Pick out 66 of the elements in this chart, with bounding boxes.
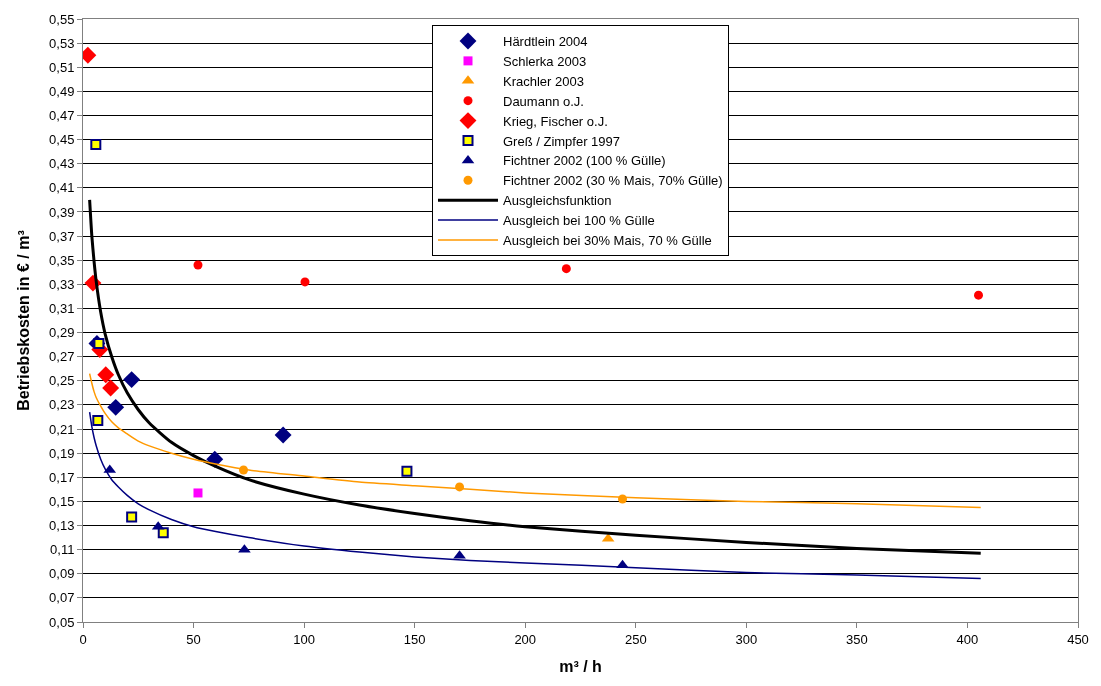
y-tick-label: 0,33 xyxy=(49,276,75,292)
legend-label: Ausgleich bei 100 % Gülle xyxy=(503,213,655,229)
x-tick-label: 100 xyxy=(293,631,315,647)
line-series xyxy=(88,411,982,580)
y-tick-label: 0,19 xyxy=(49,445,75,461)
legend-label: Krieg, Fischer o.J. xyxy=(503,113,608,129)
point xyxy=(561,264,571,274)
point xyxy=(97,366,115,384)
y-tick-label: 0,23 xyxy=(49,397,75,413)
legend-label: Ausgleichsfunktion xyxy=(503,193,612,209)
y-tick-label: 0,11 xyxy=(50,542,75,558)
legend-label: Härdtlein 2004 xyxy=(503,34,588,50)
y-tick-label: 0,21 xyxy=(49,421,75,437)
point xyxy=(193,488,203,498)
y-tick-label: 0,45 xyxy=(49,132,75,148)
point xyxy=(126,511,138,523)
y-tick-label: 0,17 xyxy=(49,469,75,485)
x-tick-label: 250 xyxy=(624,631,647,647)
y-tick-label: 0,07 xyxy=(49,590,75,606)
point xyxy=(92,415,104,427)
point xyxy=(300,277,310,287)
y-tick-label: 0,15 xyxy=(49,493,75,509)
legend-label: Fichtner 2002 (100 % Gülle) xyxy=(503,153,666,169)
legend-label: Fichtner 2002 (30 % Mais, 70% Gülle) xyxy=(503,173,723,189)
y-tick-label: 0,31 xyxy=(49,300,75,316)
legend-label: Krachler 2003 xyxy=(503,73,584,89)
legend-label: Greß / Zimpfer 1997 xyxy=(503,133,621,149)
y-axis-title: Betriebskosten in € / m³ xyxy=(14,230,32,411)
y-tick-label: 0,27 xyxy=(49,349,75,365)
legend-label: Schlerka 2003 xyxy=(503,53,587,69)
y-tick-label: 0,13 xyxy=(49,518,75,534)
y-tick-label: 0,29 xyxy=(49,325,75,341)
y-tick-label: 0,35 xyxy=(49,252,75,268)
x-tick-label: 0 xyxy=(79,631,87,647)
y-tick-label: 0,55 xyxy=(49,11,75,27)
point xyxy=(123,371,141,389)
x-tick-label: 200 xyxy=(514,631,537,647)
line-series xyxy=(88,372,982,509)
point xyxy=(102,379,120,397)
x-tick-label: 450 xyxy=(1067,631,1089,647)
point xyxy=(193,260,203,270)
y-tick-label: 0,25 xyxy=(49,373,75,389)
point xyxy=(974,290,983,300)
y-tick-label: 0,43 xyxy=(49,156,75,172)
y-tick-label: 0,05 xyxy=(49,614,75,630)
point xyxy=(274,426,292,444)
legend-label: Daumann o.J. xyxy=(503,93,584,109)
x-axis-title: m³ / h xyxy=(559,658,602,676)
y-tick-label: 0,39 xyxy=(49,204,75,220)
y-tick-label: 0,47 xyxy=(49,108,75,124)
y-tick-label: 0,41 xyxy=(49,180,75,196)
x-tick-label: 150 xyxy=(403,631,426,647)
x-tick-label: 300 xyxy=(735,631,758,647)
point xyxy=(157,527,169,539)
legend-label: Ausgleich bei 30% Mais, 70 % Gülle xyxy=(503,233,712,249)
point xyxy=(90,138,102,150)
x-tick-label: 350 xyxy=(846,631,868,647)
x-tick-label: 50 xyxy=(186,631,201,647)
y-tick-label: 0,09 xyxy=(49,566,75,582)
point xyxy=(401,465,413,477)
y-tick-label: 0,53 xyxy=(49,35,75,51)
y-tick-label: 0,51 xyxy=(49,59,75,75)
y-tick-label: 0,37 xyxy=(49,228,75,244)
x-tick-label: 400 xyxy=(956,631,979,647)
point xyxy=(107,398,125,416)
y-tick-label: 0,49 xyxy=(49,83,75,99)
